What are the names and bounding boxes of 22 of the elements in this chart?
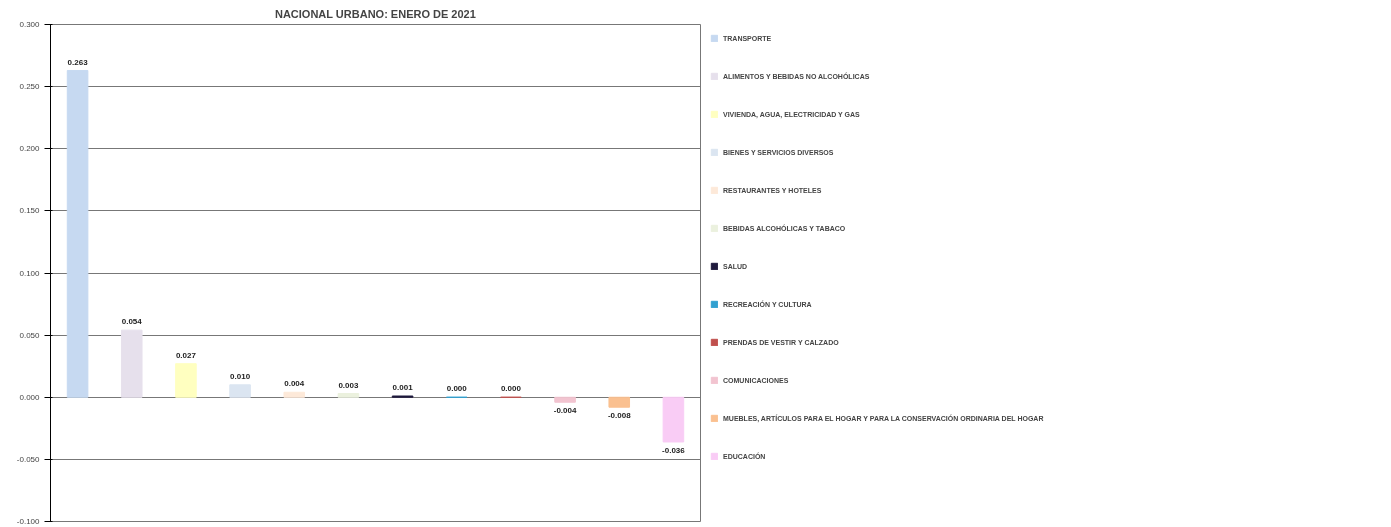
y-tick-label: 0.300 [19,20,41,29]
text: 0.027 [175,350,196,360]
y-tick-label: 0.250 [19,82,41,92]
y-tick-label: -0.100 [16,517,41,526]
text: -0.036 [662,445,685,455]
text: 0.000 [500,384,521,394]
text: 0.001 [392,383,413,393]
text: 0.000 [446,384,467,394]
y-tick-label: -0.050 [16,454,41,464]
text: -0.008 [607,411,631,421]
y-tick-label: 0.100 [19,268,41,278]
text: 0.263 [67,57,88,67]
text: 0.004 [284,379,305,389]
text: 0.010 [230,371,251,381]
text: 0.003 [338,380,359,390]
y-tick-label: 0.150 [19,206,41,216]
text: -0.004 [553,406,577,416]
y-tick-label: 0.050 [19,330,41,340]
chart-title: NACIONAL URBANO: ENERO DE 2021 [274,7,476,20]
y-tick-label: 0.200 [19,144,41,154]
y-tick-label: 0.000 [19,392,41,402]
text: 0.054 [121,317,142,327]
